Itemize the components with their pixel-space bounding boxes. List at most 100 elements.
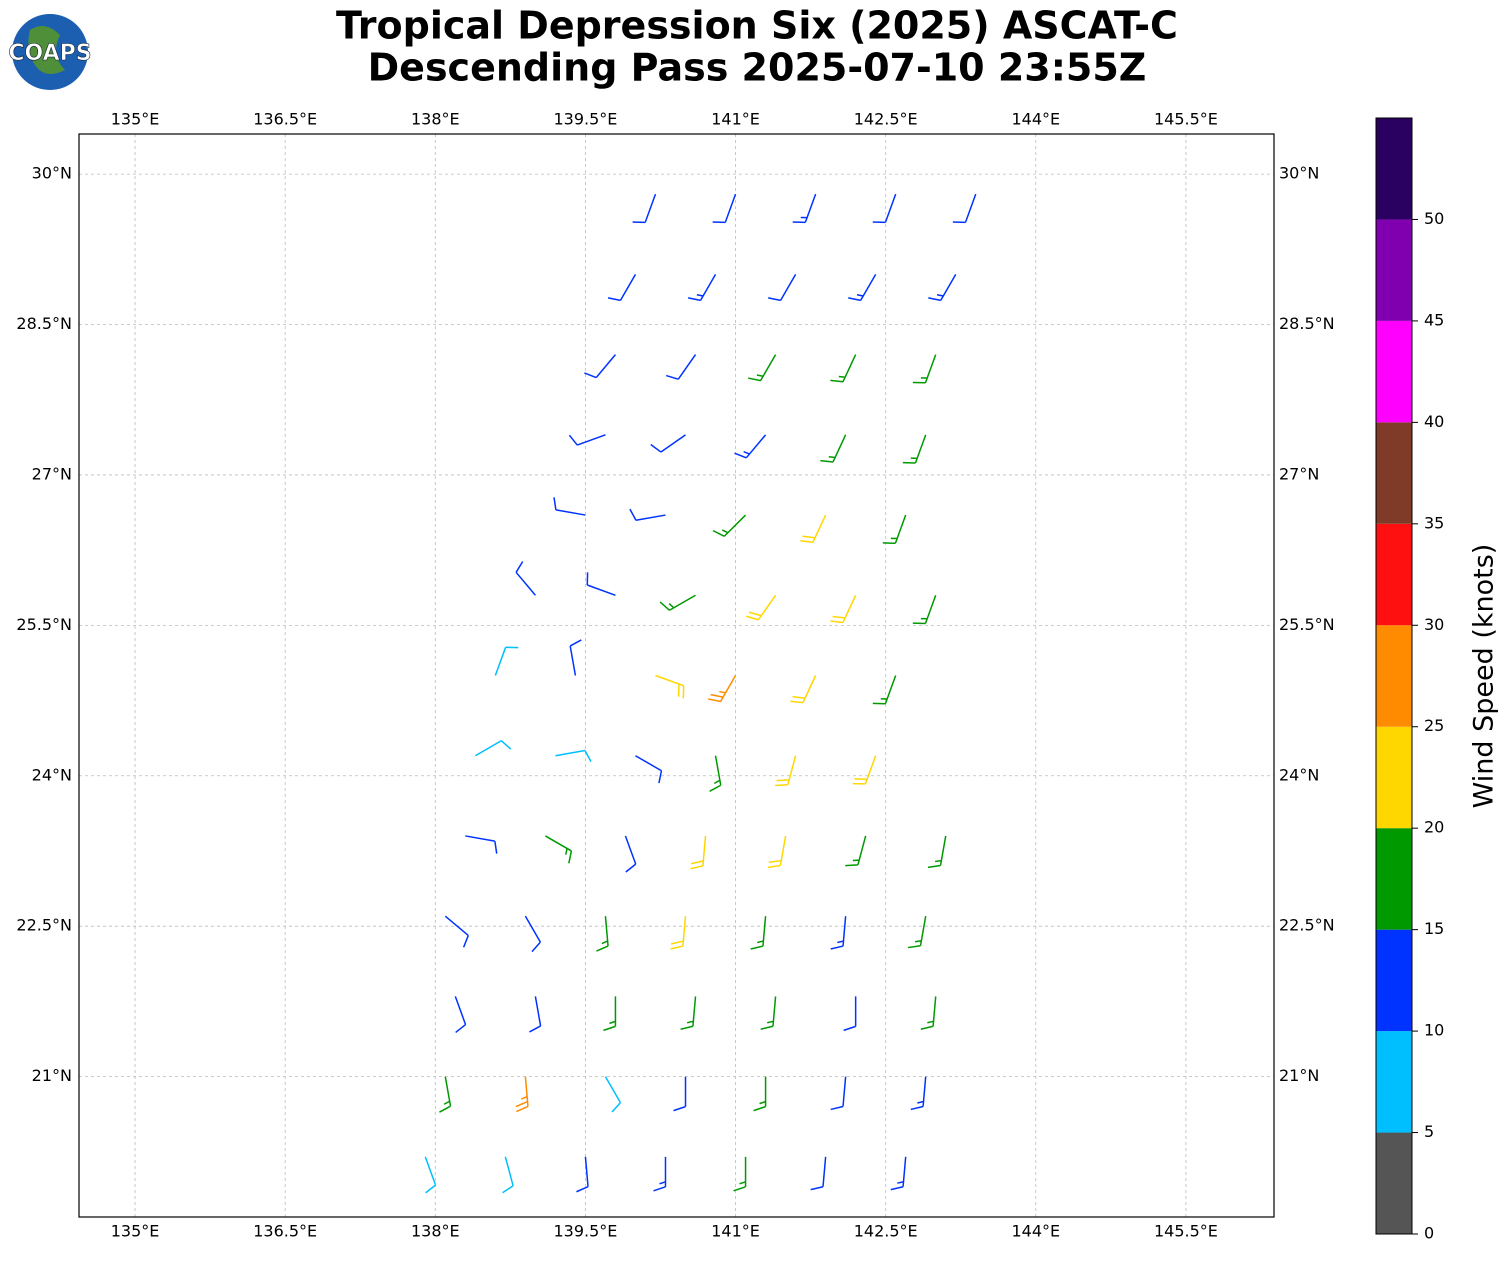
logo-text: COAPS xyxy=(8,41,91,66)
wind-barb xyxy=(768,274,797,302)
x-tick-label: 135°E xyxy=(111,1222,160,1241)
wind-barb xyxy=(665,354,697,380)
wind-barb xyxy=(465,835,498,854)
wind-barb xyxy=(843,996,857,1032)
wind-barb xyxy=(635,755,663,784)
wind-barb xyxy=(845,835,867,867)
wind-barb xyxy=(775,755,797,787)
wind-barb xyxy=(800,514,827,543)
wind-barb xyxy=(607,274,637,302)
colorbar-tick-label: 35 xyxy=(1424,513,1444,532)
colorbar-bin xyxy=(1376,929,1412,1032)
wind-barb xyxy=(734,434,767,459)
colorbar-bin xyxy=(1376,320,1412,423)
wind-barb xyxy=(830,916,847,950)
grid: 135°E 135°E 136.5°E 136.5°E 138°E 138°E 139.5°… xyxy=(16,110,1334,1241)
wind-barb xyxy=(650,434,686,453)
barbs xyxy=(424,193,977,1194)
x-tick-label: 144°E xyxy=(1011,110,1060,129)
wind-barb xyxy=(708,675,737,703)
wind-barb xyxy=(928,274,957,302)
wind-barb xyxy=(569,639,582,676)
wind-barb xyxy=(750,916,767,950)
wind-barb xyxy=(444,915,469,948)
x-tick-label: 138°E xyxy=(411,110,460,129)
wind-barb xyxy=(767,835,787,869)
wind-barb xyxy=(524,915,542,953)
title-line: Tropical Depression Six (2025) ASCAT-C xyxy=(336,4,1178,48)
wind-barb xyxy=(712,514,747,537)
y-tick-label: 21°N xyxy=(32,1066,72,1085)
y-tick-label: 28.5°N xyxy=(1279,314,1335,333)
wind-barb xyxy=(830,354,857,383)
wind-barb xyxy=(529,996,542,1033)
y-tick-label: 24°N xyxy=(32,765,72,784)
colorbar-bin xyxy=(1376,523,1412,626)
colorbar-tick-label: 40 xyxy=(1424,412,1444,431)
wind-barb xyxy=(680,996,697,1030)
x-tick-label: 142.5°E xyxy=(854,1222,918,1241)
wind-barb xyxy=(907,916,927,949)
y-tick-label: 25.5°N xyxy=(1279,615,1335,634)
colorbar-tick-label: 45 xyxy=(1424,310,1444,329)
wind-barb xyxy=(629,508,666,522)
colorbar-tick-label: 20 xyxy=(1424,818,1444,837)
x-tick-label: 145.5°E xyxy=(1154,110,1218,129)
wind-barb xyxy=(576,1156,589,1193)
colorbar-tick-label: 30 xyxy=(1424,615,1444,634)
wind-barb xyxy=(810,1156,827,1191)
y-tick-label: 22.5°N xyxy=(1279,916,1335,935)
x-tick-label: 141°E xyxy=(711,110,760,129)
wind-barb xyxy=(553,497,586,516)
wind-barb xyxy=(746,594,777,621)
colorbar-tick-label: 10 xyxy=(1424,1021,1444,1040)
x-tick-label: 141°E xyxy=(711,1222,760,1241)
y-tick-label: 30°N xyxy=(32,164,72,183)
wind-barb xyxy=(494,646,519,676)
wind-barb xyxy=(670,916,687,950)
wind-barb xyxy=(927,835,947,869)
wind-barb xyxy=(515,1076,529,1113)
wind-barb xyxy=(872,193,897,224)
colorbar-bin xyxy=(1376,219,1412,321)
wind-barb xyxy=(659,594,696,611)
wind-barb xyxy=(586,572,616,596)
colorbar-bin xyxy=(1376,726,1412,829)
title-line: Descending Pass 2025-07-10 23:55Z xyxy=(368,46,1147,90)
wind-barb xyxy=(748,354,777,382)
x-tick-label: 144°E xyxy=(1011,1222,1060,1241)
x-tick-label: 135°E xyxy=(111,110,160,129)
wind-barb xyxy=(882,514,907,544)
x-tick-label: 145.5°E xyxy=(1154,1222,1218,1241)
x-tick-label: 136.5°E xyxy=(253,1222,317,1241)
wind-barb xyxy=(673,1076,687,1112)
wind-barb xyxy=(712,193,737,224)
colorbar-bin xyxy=(1376,118,1412,220)
wind-barb xyxy=(596,916,609,952)
colorbar-tick-label: 50 xyxy=(1424,209,1444,228)
wind-barb xyxy=(454,996,467,1034)
wind-barb xyxy=(820,434,847,463)
colorbar-tick-label: 25 xyxy=(1424,716,1444,735)
wind-barb xyxy=(902,434,927,464)
logo-land xyxy=(28,26,65,74)
colorbar-frame xyxy=(1375,117,1413,1235)
wind-barb xyxy=(920,996,937,1030)
x-tick-label: 136.5°E xyxy=(253,110,317,129)
wind-barb xyxy=(890,1156,907,1191)
map-frame xyxy=(78,133,1275,1218)
wind-barb xyxy=(733,1156,747,1192)
wind-barb xyxy=(830,594,857,624)
wind-barb xyxy=(555,749,592,762)
wind-barb xyxy=(653,1156,667,1192)
wind-barb xyxy=(760,996,777,1030)
wind-barb xyxy=(604,1076,622,1113)
wind-barb xyxy=(690,835,707,870)
x-tick-label: 138°E xyxy=(411,1222,460,1241)
wind-barb xyxy=(952,193,977,224)
colorbar-tick-label: 15 xyxy=(1424,919,1444,938)
colorbar-bin xyxy=(1376,1031,1412,1133)
wind-barb xyxy=(790,675,817,704)
y-tick-label: 24°N xyxy=(1279,765,1319,784)
colorbar-bin xyxy=(1376,422,1412,524)
